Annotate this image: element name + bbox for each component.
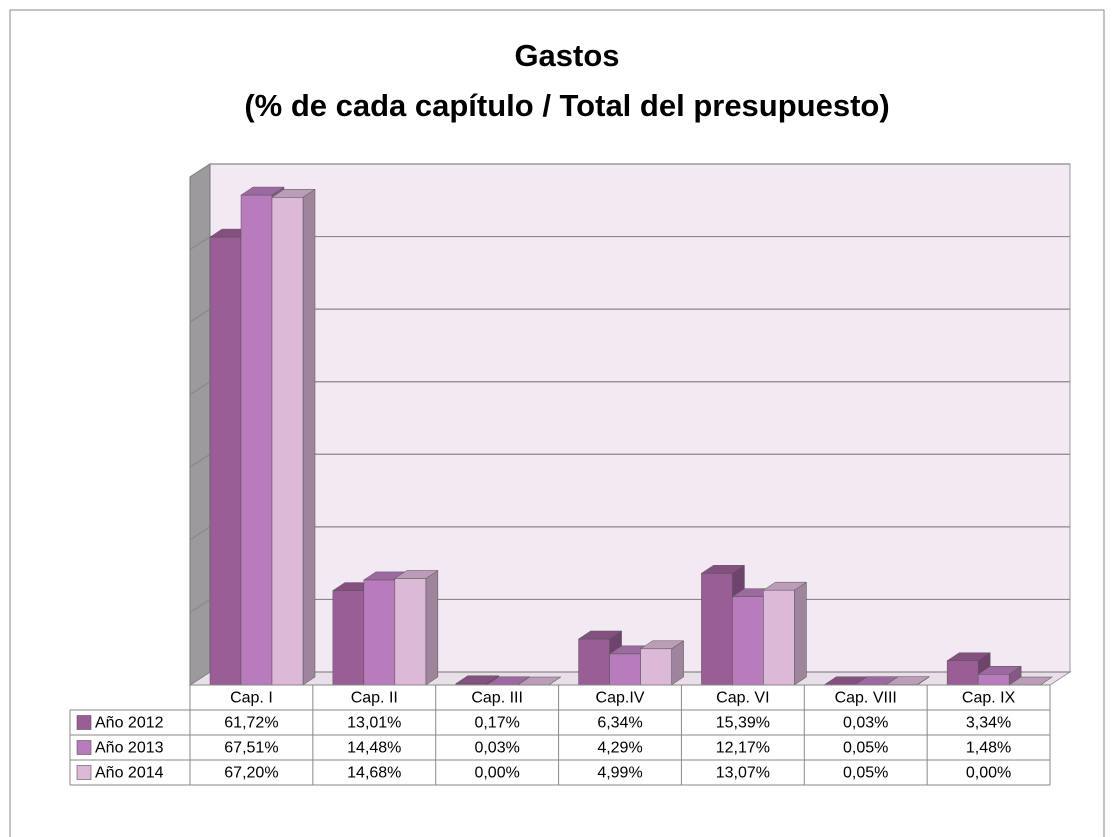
table-value: 0,03% <box>474 740 519 757</box>
table-value: 3,34% <box>966 715 1011 732</box>
bar <box>946 652 991 686</box>
legend-key <box>76 765 92 780</box>
x-tick-label: Cap.IV <box>596 690 645 707</box>
x-tick-label: Cap. II <box>351 690 398 707</box>
legend-key <box>76 715 92 730</box>
x-tick-label: Cap. III <box>471 690 523 707</box>
bar-top <box>977 666 1022 675</box>
bar-top <box>577 630 623 640</box>
bar-front <box>363 579 396 686</box>
bar-front <box>977 674 1010 686</box>
bar <box>762 581 808 686</box>
bar-top <box>700 565 746 574</box>
bar-top <box>946 652 991 662</box>
table-value: 13,01% <box>347 715 401 732</box>
bar-top <box>271 189 316 198</box>
table-value: 0,05% <box>843 765 888 782</box>
table-value: 0,00% <box>966 765 1011 782</box>
table-value: 12,17% <box>716 740 770 757</box>
bar <box>394 569 439 686</box>
bar-front <box>209 236 242 686</box>
bar-front <box>732 596 764 686</box>
table-value: 67,20% <box>224 765 278 782</box>
bar-top <box>454 675 500 685</box>
bar <box>271 188 316 686</box>
bar-front <box>240 194 273 686</box>
grid-line <box>189 163 1070 178</box>
table-value: 4,99% <box>597 765 642 782</box>
legend-key <box>76 740 92 755</box>
bar-front <box>763 589 795 686</box>
chart-subtitle: (% de cada capítulo / Total del presupue… <box>244 88 889 123</box>
grid-line <box>189 235 1070 251</box>
bar-front <box>946 660 979 686</box>
legend-label: Año 2014 <box>95 765 164 782</box>
bar-side <box>302 188 316 686</box>
chart-title: Gastos <box>514 38 619 73</box>
table-value: 0,00% <box>474 765 519 782</box>
legend-label: Año 2013 <box>95 740 164 757</box>
bar-front <box>332 590 365 686</box>
table-value: 0,17% <box>474 715 519 732</box>
table-value: 14,48% <box>347 740 401 757</box>
x-tick-label: Cap. I <box>230 690 273 707</box>
bar-front <box>701 573 733 686</box>
table-value: 67,51% <box>224 740 278 757</box>
bar-front <box>271 197 304 686</box>
x-tick-label: Cap. IX <box>962 690 1016 707</box>
bar <box>639 640 685 686</box>
bar-side <box>425 569 439 686</box>
table-value: 6,34% <box>597 715 642 732</box>
table-value: 0,05% <box>843 740 888 757</box>
table-value: 13,07% <box>716 765 770 782</box>
x-tick-label: Cap. VIII <box>835 690 897 707</box>
table-value: 61,72% <box>224 715 278 732</box>
side-wall <box>189 163 211 686</box>
bar-top <box>762 581 808 591</box>
bar-front <box>578 638 610 686</box>
bar-top <box>394 570 439 579</box>
bar-top <box>240 186 285 196</box>
x-tick-label: Cap. VI <box>716 690 769 707</box>
legend-label: Año 2012 <box>95 715 164 732</box>
table-value: 4,29% <box>597 740 642 757</box>
bar-side <box>794 581 807 686</box>
bar-front <box>394 578 427 686</box>
table-value: 15,39% <box>716 715 770 732</box>
bar-top <box>639 640 685 650</box>
table-value: 0,03% <box>843 715 888 732</box>
table-value: 1,48% <box>966 740 1011 757</box>
bar-front <box>640 648 672 686</box>
bar-front <box>609 653 641 686</box>
table-value: 14,68% <box>347 765 401 782</box>
